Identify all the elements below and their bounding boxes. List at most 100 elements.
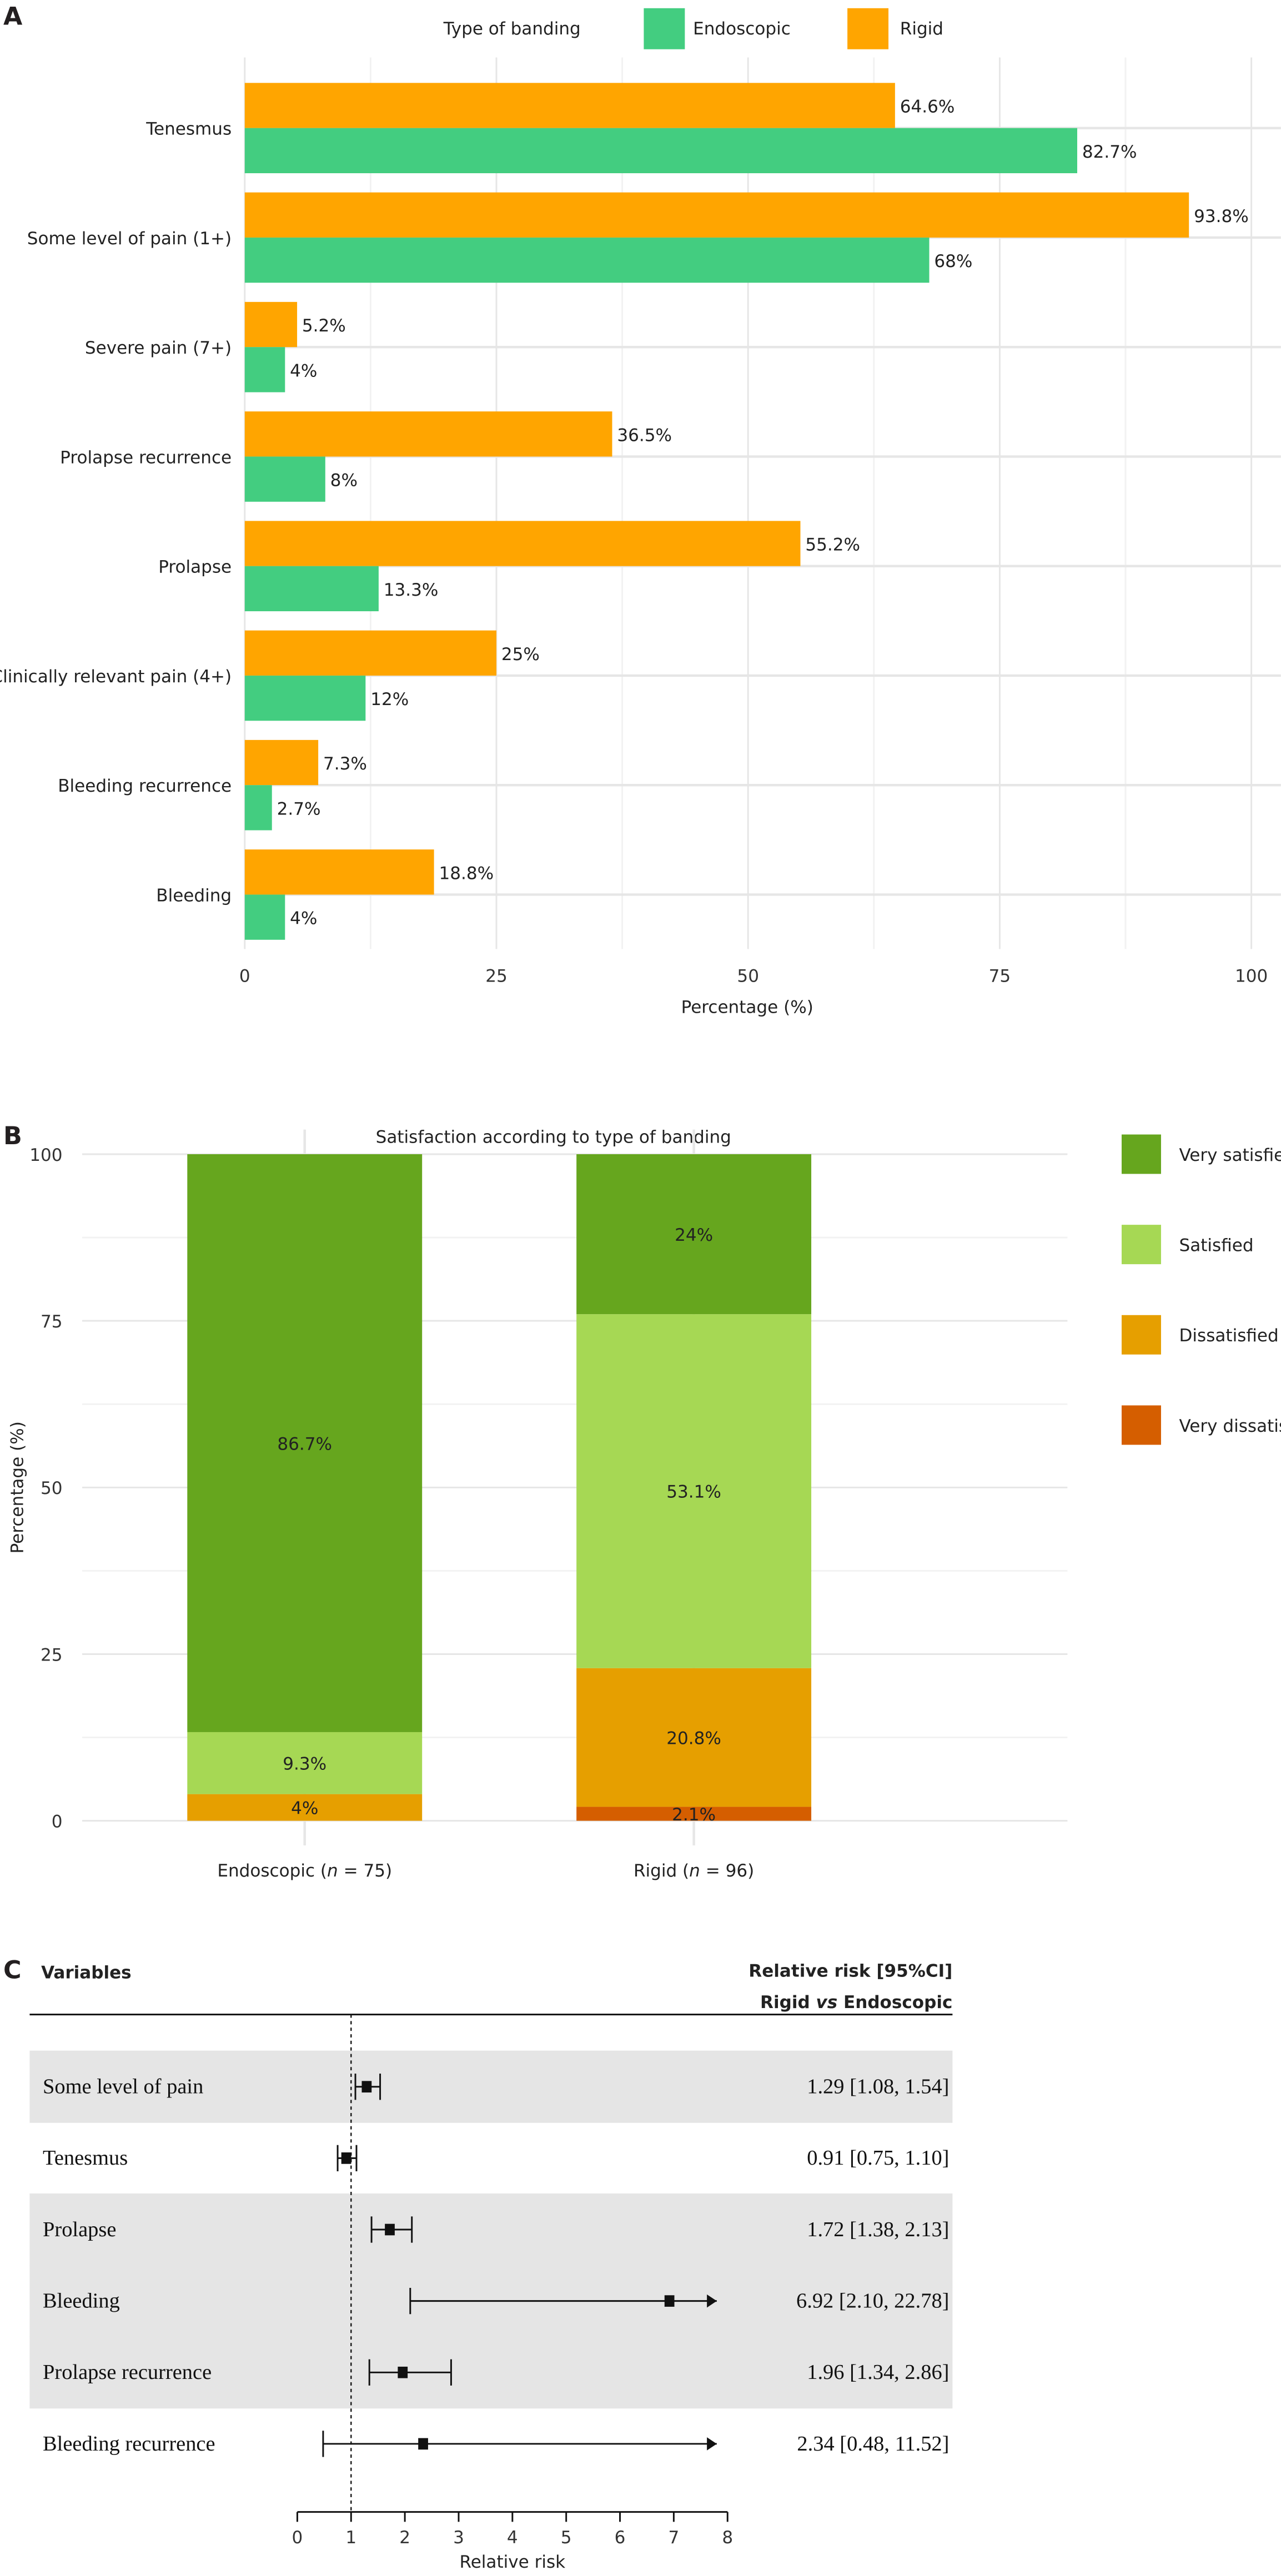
x-tick-label: 5 [561, 2528, 572, 2548]
y-tick-label: 100 [29, 1145, 62, 1165]
legend-swatch-rigid [847, 8, 889, 49]
category-label: Clinically relevant pain (4+) [0, 667, 232, 687]
y-tick-label: 75 [41, 1312, 63, 1332]
data-label: 68% [934, 251, 972, 271]
panel-c-label: C [3, 1956, 22, 1985]
category-label: Some level of pain (1+) [27, 229, 232, 249]
bar-endoscopic [244, 894, 285, 940]
row-label: Some level of pain [43, 2075, 203, 2099]
x-tick-label: 0 [292, 2528, 303, 2548]
data-label: 2.7% [277, 799, 321, 819]
data-label: 18.8% [439, 863, 494, 883]
bar-segment-very-satisfied [187, 1154, 423, 1732]
bar-segment-dissatisfied [576, 1668, 812, 1807]
legend-label-endoscopic: Endoscopic [693, 19, 791, 39]
x-tick-label: 4 [507, 2528, 518, 2548]
category-label: Bleeding recurrence [58, 776, 232, 796]
x-category-label: Endoscopic (n = 75) [217, 1861, 392, 1881]
data-label: 36.5% [617, 425, 672, 445]
row-shading [29, 2336, 953, 2409]
bar-segment-very-satisfied [576, 1154, 812, 1315]
legend-title: Type of banding [443, 19, 581, 39]
data-label: 86.7% [277, 1434, 332, 1454]
bar-endoscopic [244, 566, 379, 612]
category-count: = 75) [338, 1861, 392, 1881]
ci-arrow [707, 2437, 717, 2451]
x-category-label: Rigid (n = 96) [634, 1861, 754, 1881]
x-tick-label: 6 [615, 2528, 626, 2548]
bar-rigid [244, 411, 612, 457]
category-n: n [689, 1861, 700, 1881]
data-label: 20.8% [666, 1728, 721, 1748]
row-estimate-text: 2.34 [0.48, 11.52] [797, 2432, 949, 2456]
row-shading [29, 2050, 953, 2123]
point-estimate [664, 2295, 675, 2307]
row-estimate-text: 6.92 [2.10, 22.78] [796, 2289, 949, 2312]
x-tick-label: 8 [722, 2528, 733, 2548]
bar-rigid [244, 849, 434, 895]
data-label: 12% [370, 690, 409, 710]
bar-endoscopic [244, 785, 272, 831]
x-tick-label: 100 [1235, 966, 1268, 986]
legend-label: Dissatisfied [1179, 1326, 1278, 1346]
x-tick-label: 25 [485, 966, 508, 986]
bar-rigid [244, 630, 496, 676]
x-tick-label: 0 [239, 966, 250, 986]
panel-c-forest-plot: Variables Relative risk [95%CI] Rigid vs E… [29, 1961, 953, 2572]
bar-segment-very-dissatisfied [576, 1807, 812, 1821]
bar-rigid [244, 83, 895, 128]
header-endoscopic: Endoscopic [837, 1993, 952, 2012]
bar-rigid [244, 301, 298, 348]
row-label: Bleeding recurrence [43, 2432, 215, 2456]
panel-a-chart: Type of banding Endoscopic Rigid Tenesmus 64… [0, 8, 1281, 1018]
category-label: Prolapse [158, 557, 232, 577]
x-tick-label: 50 [737, 966, 759, 986]
point-estimate [398, 2366, 408, 2378]
data-label: 55.2% [805, 535, 860, 555]
bar-segment-dissatisfied [187, 1794, 423, 1821]
data-label: 9.3% [283, 1754, 326, 1774]
legend-label: Very dissatisfied [1179, 1416, 1281, 1436]
data-label: 5.2% [302, 316, 346, 336]
x-tick-label: 3 [453, 2528, 464, 2548]
data-label: 7.3% [323, 754, 367, 774]
x-tick-label: 2 [399, 2528, 410, 2548]
legend-label: Very satisfied [1179, 1145, 1281, 1165]
ci-arrow [707, 2294, 717, 2308]
legend-swatch-endoscopic [644, 8, 685, 49]
point-estimate [385, 2223, 395, 2236]
data-label: 64.6% [900, 97, 955, 117]
legend-swatch [1121, 1405, 1161, 1445]
data-label: 93.8% [1194, 207, 1249, 227]
legend-swatch [1121, 1225, 1161, 1265]
row-label: Prolapse [43, 2218, 116, 2241]
header-relative-risk: Relative risk [95%CI] [748, 1961, 952, 1981]
category-label: Severe pain (7+) [85, 338, 232, 358]
data-label: 4% [291, 1798, 318, 1818]
row-estimate-text: 1.29 [1.08, 1.54] [807, 2075, 949, 2099]
category-n: n [327, 1861, 338, 1881]
point-estimate [418, 2438, 428, 2450]
bar-endoscopic [244, 675, 366, 721]
header-vs: vs [816, 1993, 838, 2012]
row-estimate-text: 1.72 [1.38, 2.13] [807, 2218, 949, 2241]
category-name: Rigid ( [634, 1861, 689, 1881]
bar-endoscopic [244, 347, 285, 393]
point-estimate [361, 2081, 372, 2093]
chart-title: Satisfaction according to type of bandin… [376, 1127, 731, 1147]
x-tick-label: 7 [669, 2528, 680, 2548]
bar-segment-satisfied [187, 1732, 423, 1794]
header-variables: Variables [41, 1963, 132, 1983]
header-rigid: Rigid [760, 1993, 816, 2012]
data-label: 4% [290, 909, 317, 929]
bar-segment-satisfied [576, 1314, 812, 1668]
category-count: = 96) [700, 1861, 754, 1881]
data-label: 53.1% [666, 1482, 721, 1502]
x-tick-label: 75 [989, 966, 1011, 986]
data-label: 8% [330, 471, 358, 491]
row-label: Prolapse recurrence [43, 2361, 212, 2384]
x-tick-label: 1 [345, 2528, 356, 2548]
bar-rigid [244, 739, 319, 786]
row-label: Tenesmus [43, 2146, 128, 2170]
